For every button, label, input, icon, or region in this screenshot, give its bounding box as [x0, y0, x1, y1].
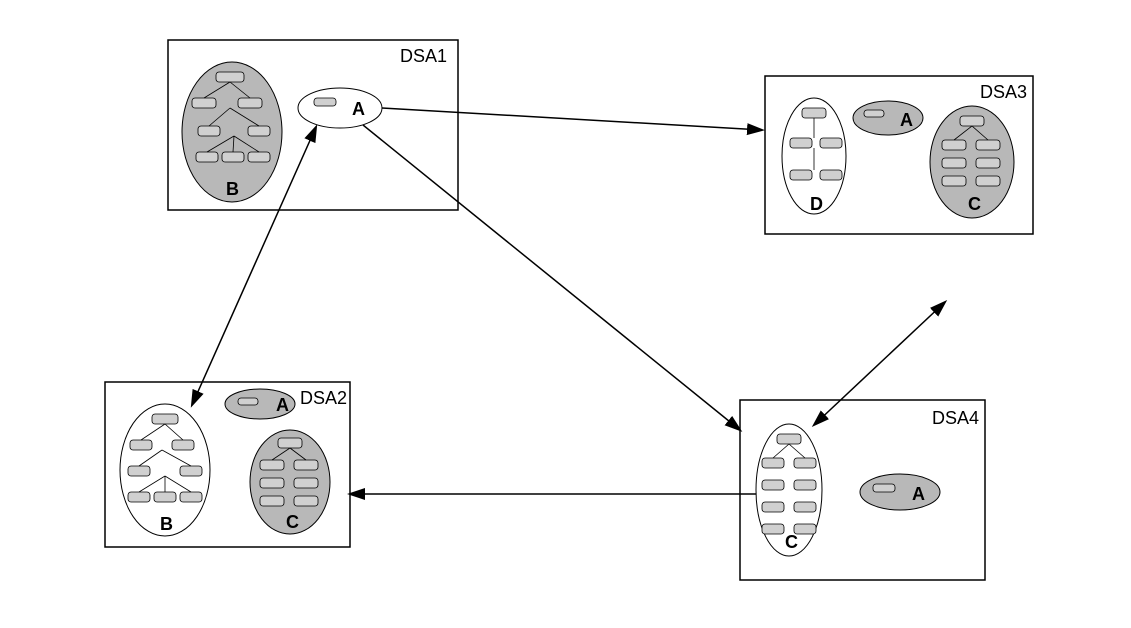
node-label: D [810, 194, 823, 214]
box-label: DSA4 [932, 408, 979, 428]
box-label: DSA3 [980, 82, 1027, 102]
diagram-svg: DSA1 DSA2 DSA3 DSA4 B [0, 0, 1131, 628]
box-label: DSA1 [400, 46, 447, 66]
node-dsa3-d: D [782, 98, 846, 214]
box-label: DSA2 [300, 388, 347, 408]
node-dsa1-a: A [298, 88, 382, 128]
node-label: C [968, 194, 981, 214]
node-dsa2-a: A [225, 389, 295, 419]
node-dsa4-a: A [860, 474, 940, 510]
node-dsa3-c: C [930, 106, 1014, 218]
node-dsa2-b: B [120, 404, 210, 536]
edge-dsa1-dsa4 [363, 125, 740, 430]
node-dsa1-b: B [182, 62, 282, 202]
node-dsa2-c: C [250, 430, 330, 534]
node-label: B [226, 179, 239, 199]
node-label: B [160, 514, 173, 534]
node-label: C [286, 512, 299, 532]
node-label: A [276, 395, 289, 415]
node-label: A [352, 99, 365, 119]
node-dsa3-a: A [853, 101, 923, 135]
node-label: A [900, 110, 913, 130]
node-label: A [912, 484, 925, 504]
node-dsa4-c: C [756, 424, 822, 556]
node-label: C [785, 532, 798, 552]
